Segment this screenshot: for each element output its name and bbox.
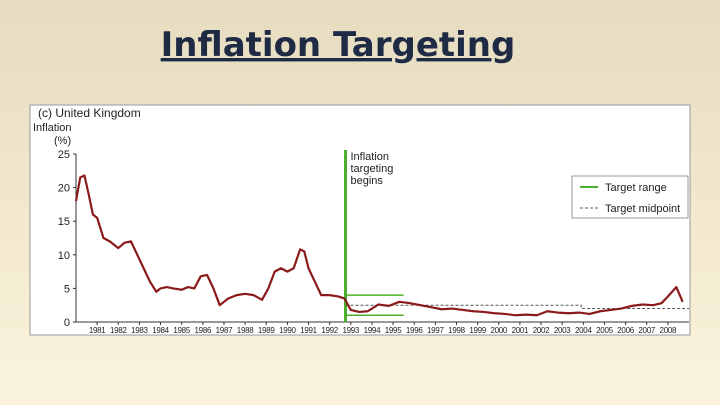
legend-label: Target midpoint: [605, 203, 680, 215]
x-tick-label: 2000: [490, 326, 507, 335]
x-tick-label: 1985: [173, 326, 190, 335]
x-tick-label: 1984: [152, 326, 169, 335]
x-tick-label: 1995: [385, 326, 402, 335]
chart-title: (c) United Kingdom: [38, 106, 141, 120]
y-axis-label: (%): [54, 135, 71, 147]
x-tick-label: 1983: [131, 326, 148, 335]
y-tick-label: 0: [64, 317, 70, 329]
x-tick-label: 1999: [469, 326, 486, 335]
x-tick-label: 1997: [427, 326, 444, 335]
y-tick-label: 15: [58, 216, 70, 228]
x-tick-label: 1988: [237, 326, 254, 335]
x-tick-label: 1998: [448, 326, 465, 335]
x-tick-label: 1994: [364, 326, 381, 335]
annotation-text: begins: [351, 175, 384, 187]
target-midpoint-line: [345, 304, 689, 310]
annotation-text: targeting: [351, 163, 394, 175]
x-tick-label: 2004: [575, 326, 592, 335]
x-tick-label: 1989: [258, 326, 275, 335]
slide-title: Inflation Targeting: [161, 25, 516, 65]
legend-label: Target range: [605, 182, 667, 194]
x-tick-label: 2001: [512, 326, 529, 335]
y-tick-label: 10: [58, 250, 70, 262]
y-axis-label: Inflation: [33, 122, 72, 134]
x-tick-label: 2002: [533, 326, 550, 335]
legend-box: [571, 175, 689, 219]
x-tick-label: 1990: [279, 326, 296, 335]
y-tick-label: 5: [64, 283, 70, 295]
x-tick-label: 1986: [195, 326, 212, 335]
x-tick-label: 1981: [89, 326, 106, 335]
x-tick-label: 1987: [216, 326, 233, 335]
annotation-text: Inflation: [351, 151, 390, 163]
x-tick-label: 1996: [406, 326, 423, 335]
chart-frame: [29, 104, 691, 336]
x-tick-label: 2003: [554, 326, 571, 335]
inflation-line: [74, 174, 684, 317]
x-tick-label: 2006: [617, 326, 634, 335]
x-tick-label: 1991: [300, 326, 317, 335]
x-tick-label: 2008: [660, 326, 677, 335]
y-tick-label: 25: [58, 149, 70, 161]
x-tick-label: 2005: [596, 326, 613, 335]
x-tick-label: 1992: [321, 326, 338, 335]
y-tick-label: 20: [58, 183, 70, 195]
x-tick-label: 2007: [638, 326, 655, 335]
x-tick-label: 1993: [342, 326, 359, 335]
x-tick-label: 1982: [110, 326, 127, 335]
